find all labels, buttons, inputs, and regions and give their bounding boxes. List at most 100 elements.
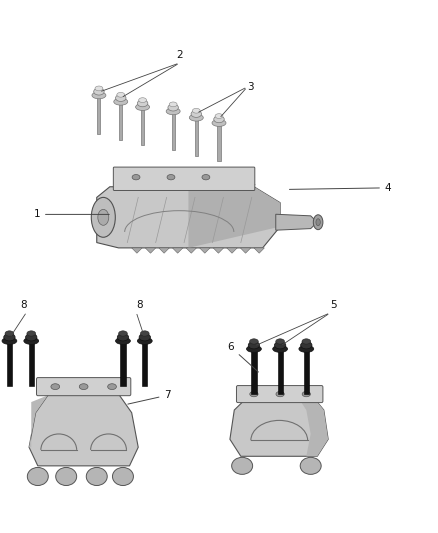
Polygon shape <box>29 386 71 447</box>
Text: 2: 2 <box>177 50 183 60</box>
Ellipse shape <box>94 88 104 95</box>
Ellipse shape <box>117 334 129 341</box>
Ellipse shape <box>299 345 314 352</box>
Ellipse shape <box>108 384 117 390</box>
Bar <box>172 111 175 150</box>
Text: 8: 8 <box>136 300 143 310</box>
Text: 5: 5 <box>330 300 337 310</box>
Ellipse shape <box>56 467 77 486</box>
Bar <box>28 341 34 386</box>
Polygon shape <box>173 248 183 253</box>
Ellipse shape <box>98 209 109 225</box>
Polygon shape <box>188 187 280 248</box>
Ellipse shape <box>136 103 150 110</box>
Ellipse shape <box>139 98 147 102</box>
Ellipse shape <box>116 337 131 344</box>
Ellipse shape <box>51 384 60 390</box>
Text: 6: 6 <box>228 342 258 372</box>
Ellipse shape <box>116 94 126 101</box>
Bar <box>304 349 309 394</box>
Text: 7: 7 <box>128 390 171 404</box>
Polygon shape <box>230 394 328 456</box>
Polygon shape <box>254 248 265 253</box>
Polygon shape <box>159 248 170 253</box>
Ellipse shape <box>79 384 88 390</box>
Ellipse shape <box>191 110 201 117</box>
Polygon shape <box>276 214 317 230</box>
Ellipse shape <box>169 102 177 107</box>
Ellipse shape <box>138 100 148 107</box>
Ellipse shape <box>247 345 261 352</box>
Text: 8: 8 <box>20 300 27 310</box>
Ellipse shape <box>114 98 128 105</box>
Ellipse shape <box>302 391 311 397</box>
Ellipse shape <box>275 342 286 349</box>
Bar <box>141 107 144 146</box>
Bar <box>195 118 198 156</box>
Bar <box>218 123 220 161</box>
Polygon shape <box>186 248 197 253</box>
Ellipse shape <box>141 331 149 336</box>
Polygon shape <box>213 248 224 253</box>
Ellipse shape <box>166 108 180 115</box>
Bar <box>142 341 148 386</box>
Polygon shape <box>132 248 142 253</box>
Ellipse shape <box>316 219 320 225</box>
Ellipse shape <box>248 342 260 349</box>
Text: 4: 4 <box>290 183 392 193</box>
Ellipse shape <box>139 334 150 341</box>
Ellipse shape <box>2 337 17 344</box>
Bar <box>7 341 12 386</box>
Ellipse shape <box>273 345 288 352</box>
Ellipse shape <box>24 337 39 344</box>
Ellipse shape <box>250 339 258 344</box>
Polygon shape <box>29 386 138 466</box>
Ellipse shape <box>132 174 140 180</box>
Ellipse shape <box>300 457 321 474</box>
Ellipse shape <box>4 334 15 341</box>
Polygon shape <box>227 248 237 253</box>
Bar <box>120 341 126 386</box>
Ellipse shape <box>250 391 258 397</box>
Bar <box>119 102 122 140</box>
Ellipse shape <box>5 331 14 336</box>
Ellipse shape <box>95 86 103 91</box>
Ellipse shape <box>113 467 134 486</box>
FancyBboxPatch shape <box>113 167 255 190</box>
Bar <box>251 349 257 394</box>
Ellipse shape <box>302 339 311 344</box>
Ellipse shape <box>167 174 175 180</box>
Ellipse shape <box>86 467 107 486</box>
Ellipse shape <box>138 337 152 344</box>
Ellipse shape <box>215 114 223 118</box>
Text: 3: 3 <box>247 82 254 92</box>
Ellipse shape <box>27 467 48 486</box>
FancyBboxPatch shape <box>237 385 323 402</box>
Ellipse shape <box>214 116 224 123</box>
Polygon shape <box>297 394 328 456</box>
Ellipse shape <box>117 92 125 97</box>
Ellipse shape <box>168 104 178 111</box>
Bar <box>278 349 283 394</box>
FancyBboxPatch shape <box>36 377 131 395</box>
Bar <box>97 95 100 134</box>
Ellipse shape <box>232 457 253 474</box>
Text: 1: 1 <box>33 209 109 220</box>
Ellipse shape <box>189 114 203 121</box>
Ellipse shape <box>300 342 312 349</box>
Ellipse shape <box>313 215 323 230</box>
Ellipse shape <box>91 197 115 237</box>
Ellipse shape <box>25 334 37 341</box>
Polygon shape <box>97 187 280 248</box>
Polygon shape <box>200 248 210 253</box>
Ellipse shape <box>192 108 200 113</box>
Ellipse shape <box>27 331 35 336</box>
Ellipse shape <box>276 391 284 397</box>
Polygon shape <box>240 248 251 253</box>
Polygon shape <box>145 248 156 253</box>
Ellipse shape <box>119 331 127 336</box>
Ellipse shape <box>202 174 210 180</box>
Ellipse shape <box>276 339 285 344</box>
Ellipse shape <box>212 119 226 126</box>
Ellipse shape <box>92 92 106 99</box>
